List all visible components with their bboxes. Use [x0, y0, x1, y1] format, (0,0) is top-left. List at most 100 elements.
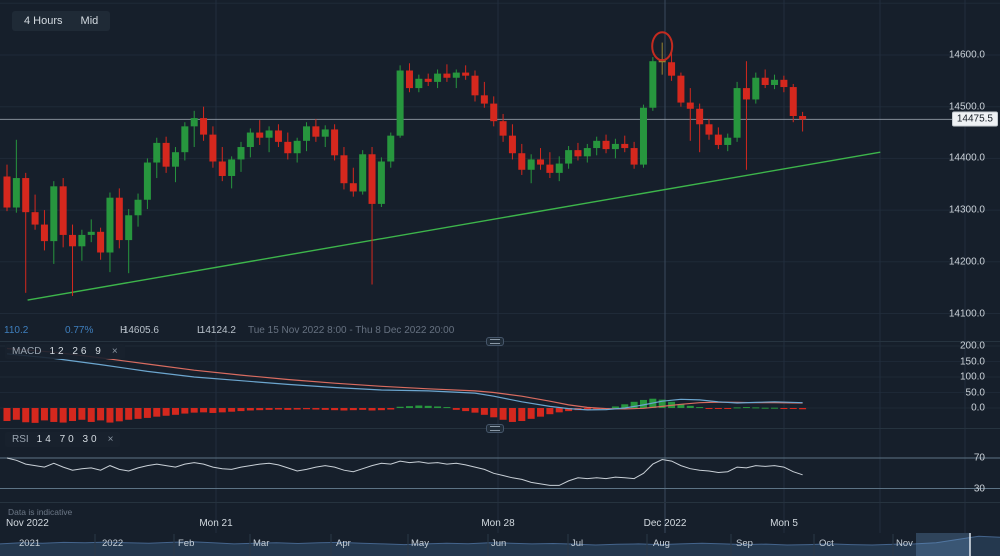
- macd-close-icon[interactable]: ×: [112, 346, 118, 357]
- navigator[interactable]: [0, 533, 1000, 556]
- chart-canvas[interactable]: [0, 0, 1000, 556]
- candle[interactable]: [649, 61, 656, 108]
- candle[interactable]: [238, 147, 245, 159]
- candle[interactable]: [163, 143, 170, 167]
- candle[interactable]: [69, 235, 76, 246]
- candle[interactable]: [60, 186, 67, 235]
- candle[interactable]: [752, 78, 759, 100]
- candle[interactable]: [668, 62, 675, 75]
- candle[interactable]: [780, 80, 787, 87]
- candle[interactable]: [200, 118, 207, 135]
- candle[interactable]: [640, 108, 647, 165]
- candle[interactable]: [247, 133, 254, 147]
- pane-resize-handle-rsi[interactable]: [486, 424, 504, 433]
- candle[interactable]: [574, 150, 581, 156]
- candle[interactable]: [219, 162, 226, 176]
- candle[interactable]: [603, 141, 610, 149]
- candle[interactable]: [50, 186, 57, 241]
- navigator-selection[interactable]: [916, 533, 970, 556]
- candle[interactable]: [153, 143, 160, 163]
- candle[interactable]: [378, 162, 385, 204]
- candle[interactable]: [32, 212, 39, 224]
- candle[interactable]: [209, 135, 216, 162]
- candle[interactable]: [303, 126, 310, 140]
- candle[interactable]: [284, 142, 291, 153]
- candle[interactable]: [565, 150, 572, 163]
- candle[interactable]: [556, 164, 563, 173]
- candle[interactable]: [546, 165, 553, 173]
- pane-resize-handle-macd[interactable]: [486, 337, 504, 346]
- candle[interactable]: [172, 152, 179, 166]
- candle[interactable]: [584, 148, 591, 156]
- candle[interactable]: [677, 76, 684, 103]
- candle[interactable]: [359, 154, 366, 191]
- price-type-button[interactable]: Mid: [81, 15, 99, 27]
- candle[interactable]: [331, 129, 338, 155]
- candle[interactable]: [453, 73, 460, 78]
- macd-histogram-bar: [687, 406, 694, 408]
- candle[interactable]: [706, 124, 713, 134]
- candle[interactable]: [369, 154, 376, 204]
- candle[interactable]: [790, 87, 797, 116]
- candle[interactable]: [472, 76, 479, 96]
- candle[interactable]: [181, 126, 188, 152]
- candle[interactable]: [266, 130, 273, 137]
- candle[interactable]: [125, 215, 132, 240]
- candle[interactable]: [144, 163, 151, 200]
- rsi-close-icon[interactable]: ×: [108, 434, 114, 445]
- candle[interactable]: [97, 232, 104, 253]
- trendline-annotation[interactable]: [28, 152, 881, 300]
- candle[interactable]: [696, 109, 703, 125]
- candle[interactable]: [537, 159, 544, 164]
- candle[interactable]: [406, 71, 413, 89]
- macd-histogram-bar: [500, 408, 507, 420]
- timeframe-button[interactable]: 4 Hours: [24, 15, 63, 27]
- candle[interactable]: [518, 153, 525, 170]
- candle[interactable]: [13, 178, 20, 207]
- macd-histogram-bar: [434, 406, 441, 408]
- macd-histogram-bar: [387, 408, 394, 410]
- candle[interactable]: [762, 78, 769, 85]
- candle[interactable]: [88, 232, 95, 235]
- candle[interactable]: [771, 80, 778, 85]
- candle[interactable]: [228, 159, 235, 176]
- candle[interactable]: [322, 129, 329, 136]
- candle[interactable]: [340, 155, 347, 183]
- candle[interactable]: [294, 141, 301, 153]
- candle[interactable]: [631, 148, 638, 165]
- candle[interactable]: [743, 88, 750, 99]
- candle[interactable]: [687, 103, 694, 109]
- candle[interactable]: [593, 141, 600, 148]
- candle[interactable]: [41, 225, 48, 242]
- candle[interactable]: [256, 133, 263, 138]
- candle[interactable]: [22, 178, 29, 212]
- candle[interactable]: [434, 74, 441, 82]
- candle[interactable]: [275, 130, 282, 141]
- candle[interactable]: [443, 74, 450, 78]
- candle[interactable]: [799, 116, 806, 119]
- candle[interactable]: [191, 118, 198, 126]
- candle[interactable]: [462, 73, 469, 76]
- candle[interactable]: [116, 198, 123, 240]
- candle[interactable]: [387, 136, 394, 162]
- candle[interactable]: [490, 104, 497, 122]
- candle[interactable]: [509, 136, 516, 154]
- candle[interactable]: [350, 183, 357, 191]
- candle[interactable]: [715, 135, 722, 145]
- candle[interactable]: [106, 198, 113, 253]
- candle[interactable]: [425, 79, 432, 82]
- candle[interactable]: [78, 235, 85, 246]
- candle[interactable]: [415, 79, 422, 88]
- candle[interactable]: [612, 144, 619, 149]
- candle[interactable]: [4, 176, 11, 207]
- candle[interactable]: [312, 126, 319, 136]
- candle[interactable]: [135, 200, 142, 216]
- candle[interactable]: [734, 88, 741, 138]
- candle[interactable]: [528, 159, 535, 169]
- candle[interactable]: [397, 71, 404, 136]
- candle[interactable]: [500, 121, 507, 135]
- candle[interactable]: [481, 95, 488, 103]
- candle[interactable]: [724, 138, 731, 145]
- candle[interactable]: [621, 144, 628, 148]
- macd-histogram-bar: [462, 408, 469, 411]
